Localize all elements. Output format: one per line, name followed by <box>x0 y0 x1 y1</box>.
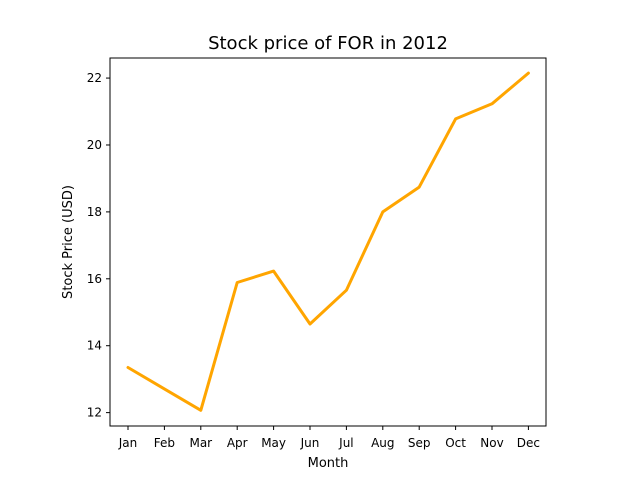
x-tick-label: Apr <box>227 436 248 450</box>
x-tick-label: Mar <box>189 436 212 450</box>
chart-title: Stock price of FOR in 2012 <box>208 33 448 54</box>
x-tick-label: May <box>261 436 286 450</box>
x-tick-label: Feb <box>154 436 175 450</box>
y-tick-label: 14 <box>87 339 102 353</box>
y-axis-label: Stock Price (USD) <box>61 185 76 299</box>
x-tick-label: Jul <box>338 436 353 450</box>
y-tick-label: 22 <box>87 71 102 85</box>
x-tick-label: Aug <box>371 436 394 450</box>
x-tick-label: Sep <box>408 436 431 450</box>
x-tick-label: Oct <box>445 436 466 450</box>
plot-area <box>109 57 547 427</box>
y-tick-label: 16 <box>87 272 102 286</box>
series-line <box>126 71 530 412</box>
y-tick-label: 12 <box>87 406 102 420</box>
x-tick-label: Nov <box>480 436 503 450</box>
y-axis: 12 14 16 18 20 22 <box>87 71 110 420</box>
x-tick-label: Jan <box>118 436 138 450</box>
y-tick-label: 20 <box>87 138 102 152</box>
x-axis-label: Month <box>308 456 349 471</box>
x-tick-label: Jun <box>300 436 320 450</box>
y-tick-label: 18 <box>87 205 102 219</box>
x-tick-label: Dec <box>517 436 540 450</box>
x-axis: Jan Feb Mar Apr May Jun Jul Aug Sep Oct Nov Dec <box>118 426 540 450</box>
